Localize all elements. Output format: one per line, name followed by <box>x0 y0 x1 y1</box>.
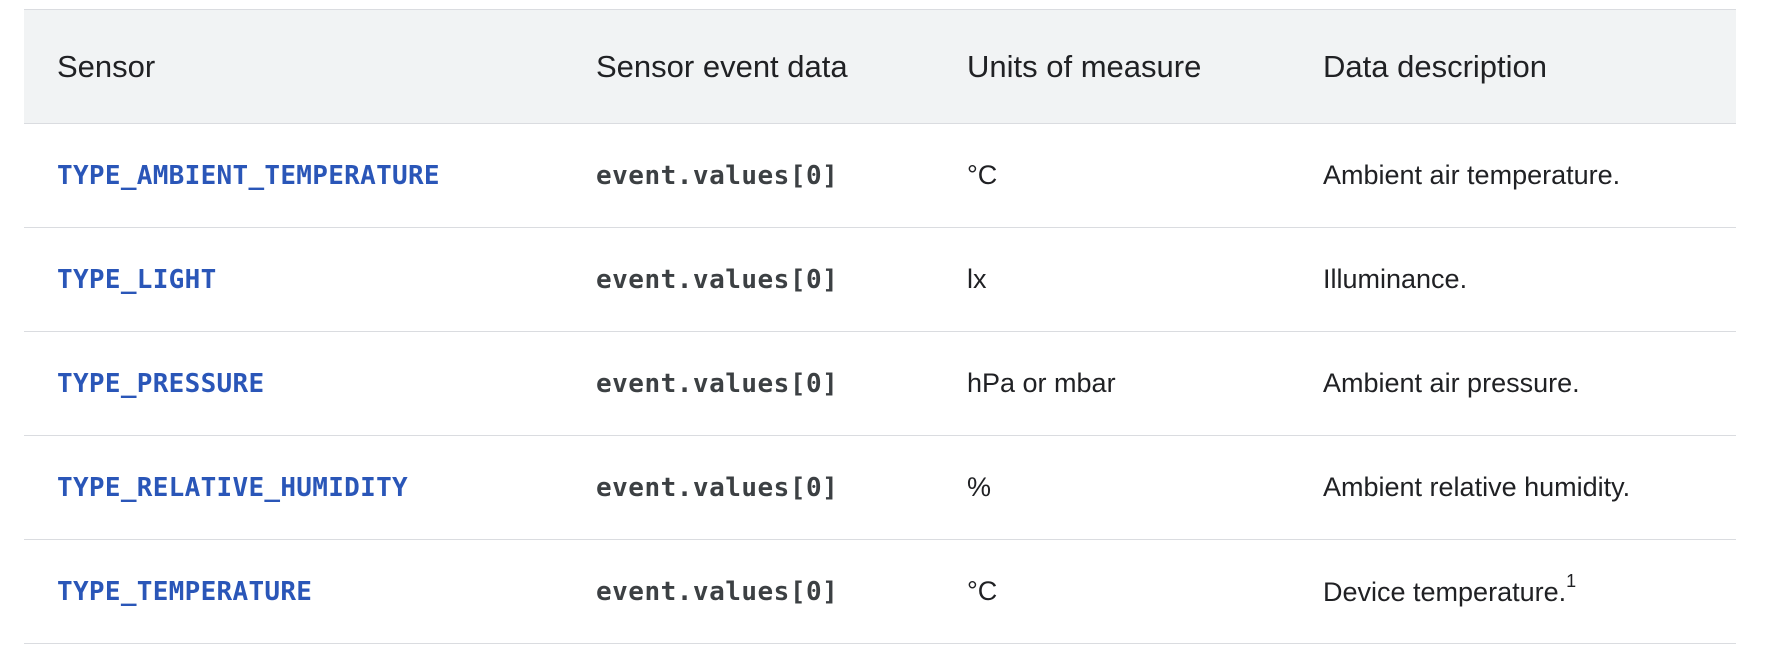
footnote-marker[interactable]: 1 <box>1566 571 1577 591</box>
units-cell: °C <box>967 160 998 190</box>
table-body: TYPE_AMBIENT_TEMPERATURE event.values[0]… <box>24 124 1736 644</box>
description-text: Ambient air temperature. <box>1323 160 1621 190</box>
description-text: Ambient relative humidity. <box>1323 472 1631 502</box>
description-text: Illuminance. <box>1323 264 1468 294</box>
description-cell: Device temperature.1 <box>1290 540 1736 644</box>
header-data-description: Data description <box>1290 9 1736 124</box>
table-header: Sensor Sensor event data Units of measur… <box>24 9 1736 124</box>
table-row: TYPE_TEMPERATURE event.values[0] °C Devi… <box>24 540 1736 644</box>
table-row: TYPE_PRESSURE event.values[0] hPa or mba… <box>24 332 1736 436</box>
header-units-of-measure: Units of measure <box>934 9 1290 124</box>
header-sensor-event-data: Sensor event data <box>563 9 934 124</box>
event-data-cell: event.values[0] <box>596 472 839 503</box>
table-row: TYPE_LIGHT event.values[0] lx Illuminanc… <box>24 228 1736 332</box>
description-cell: Ambient relative humidity. <box>1290 436 1736 540</box>
event-data-cell: event.values[0] <box>596 576 839 607</box>
sensor-cell: TYPE_TEMPERATURE <box>24 540 563 644</box>
sensor-cell: TYPE_LIGHT <box>24 228 563 332</box>
table-row: TYPE_AMBIENT_TEMPERATURE event.values[0]… <box>24 124 1736 228</box>
units-cell: hPa or mbar <box>967 368 1116 398</box>
sensor-table-container: Sensor Sensor event data Units of measur… <box>24 9 1736 644</box>
sensor-link-pressure[interactable]: TYPE_PRESSURE <box>57 369 265 399</box>
description-text: Device temperature. <box>1323 577 1567 607</box>
event-data-cell: event.values[0] <box>596 264 839 295</box>
sensor-cell: TYPE_AMBIENT_TEMPERATURE <box>24 124 563 228</box>
description-cell: Ambient air pressure. <box>1290 332 1736 436</box>
sensor-cell: TYPE_PRESSURE <box>24 332 563 436</box>
sensor-link-relative-humidity[interactable]: TYPE_RELATIVE_HUMIDITY <box>57 473 408 503</box>
description-text: Ambient air pressure. <box>1323 368 1580 398</box>
units-cell: % <box>967 472 992 502</box>
header-sensor: Sensor <box>24 9 563 124</box>
description-cell: Ambient air temperature. <box>1290 124 1736 228</box>
event-data-cell: event.values[0] <box>596 368 839 399</box>
description-cell: Illuminance. <box>1290 228 1736 332</box>
sensor-link-temperature[interactable]: TYPE_TEMPERATURE <box>57 577 313 607</box>
units-cell: lx <box>967 264 987 294</box>
sensor-cell: TYPE_RELATIVE_HUMIDITY <box>24 436 563 540</box>
units-cell: °C <box>967 576 998 606</box>
header-row: Sensor Sensor event data Units of measur… <box>24 9 1736 124</box>
event-data-cell: event.values[0] <box>596 160 839 191</box>
table-row: TYPE_RELATIVE_HUMIDITY event.values[0] %… <box>24 436 1736 540</box>
sensor-link-ambient-temperature[interactable]: TYPE_AMBIENT_TEMPERATURE <box>57 161 440 191</box>
sensor-table: Sensor Sensor event data Units of measur… <box>24 9 1736 644</box>
sensor-link-light[interactable]: TYPE_LIGHT <box>57 265 217 295</box>
